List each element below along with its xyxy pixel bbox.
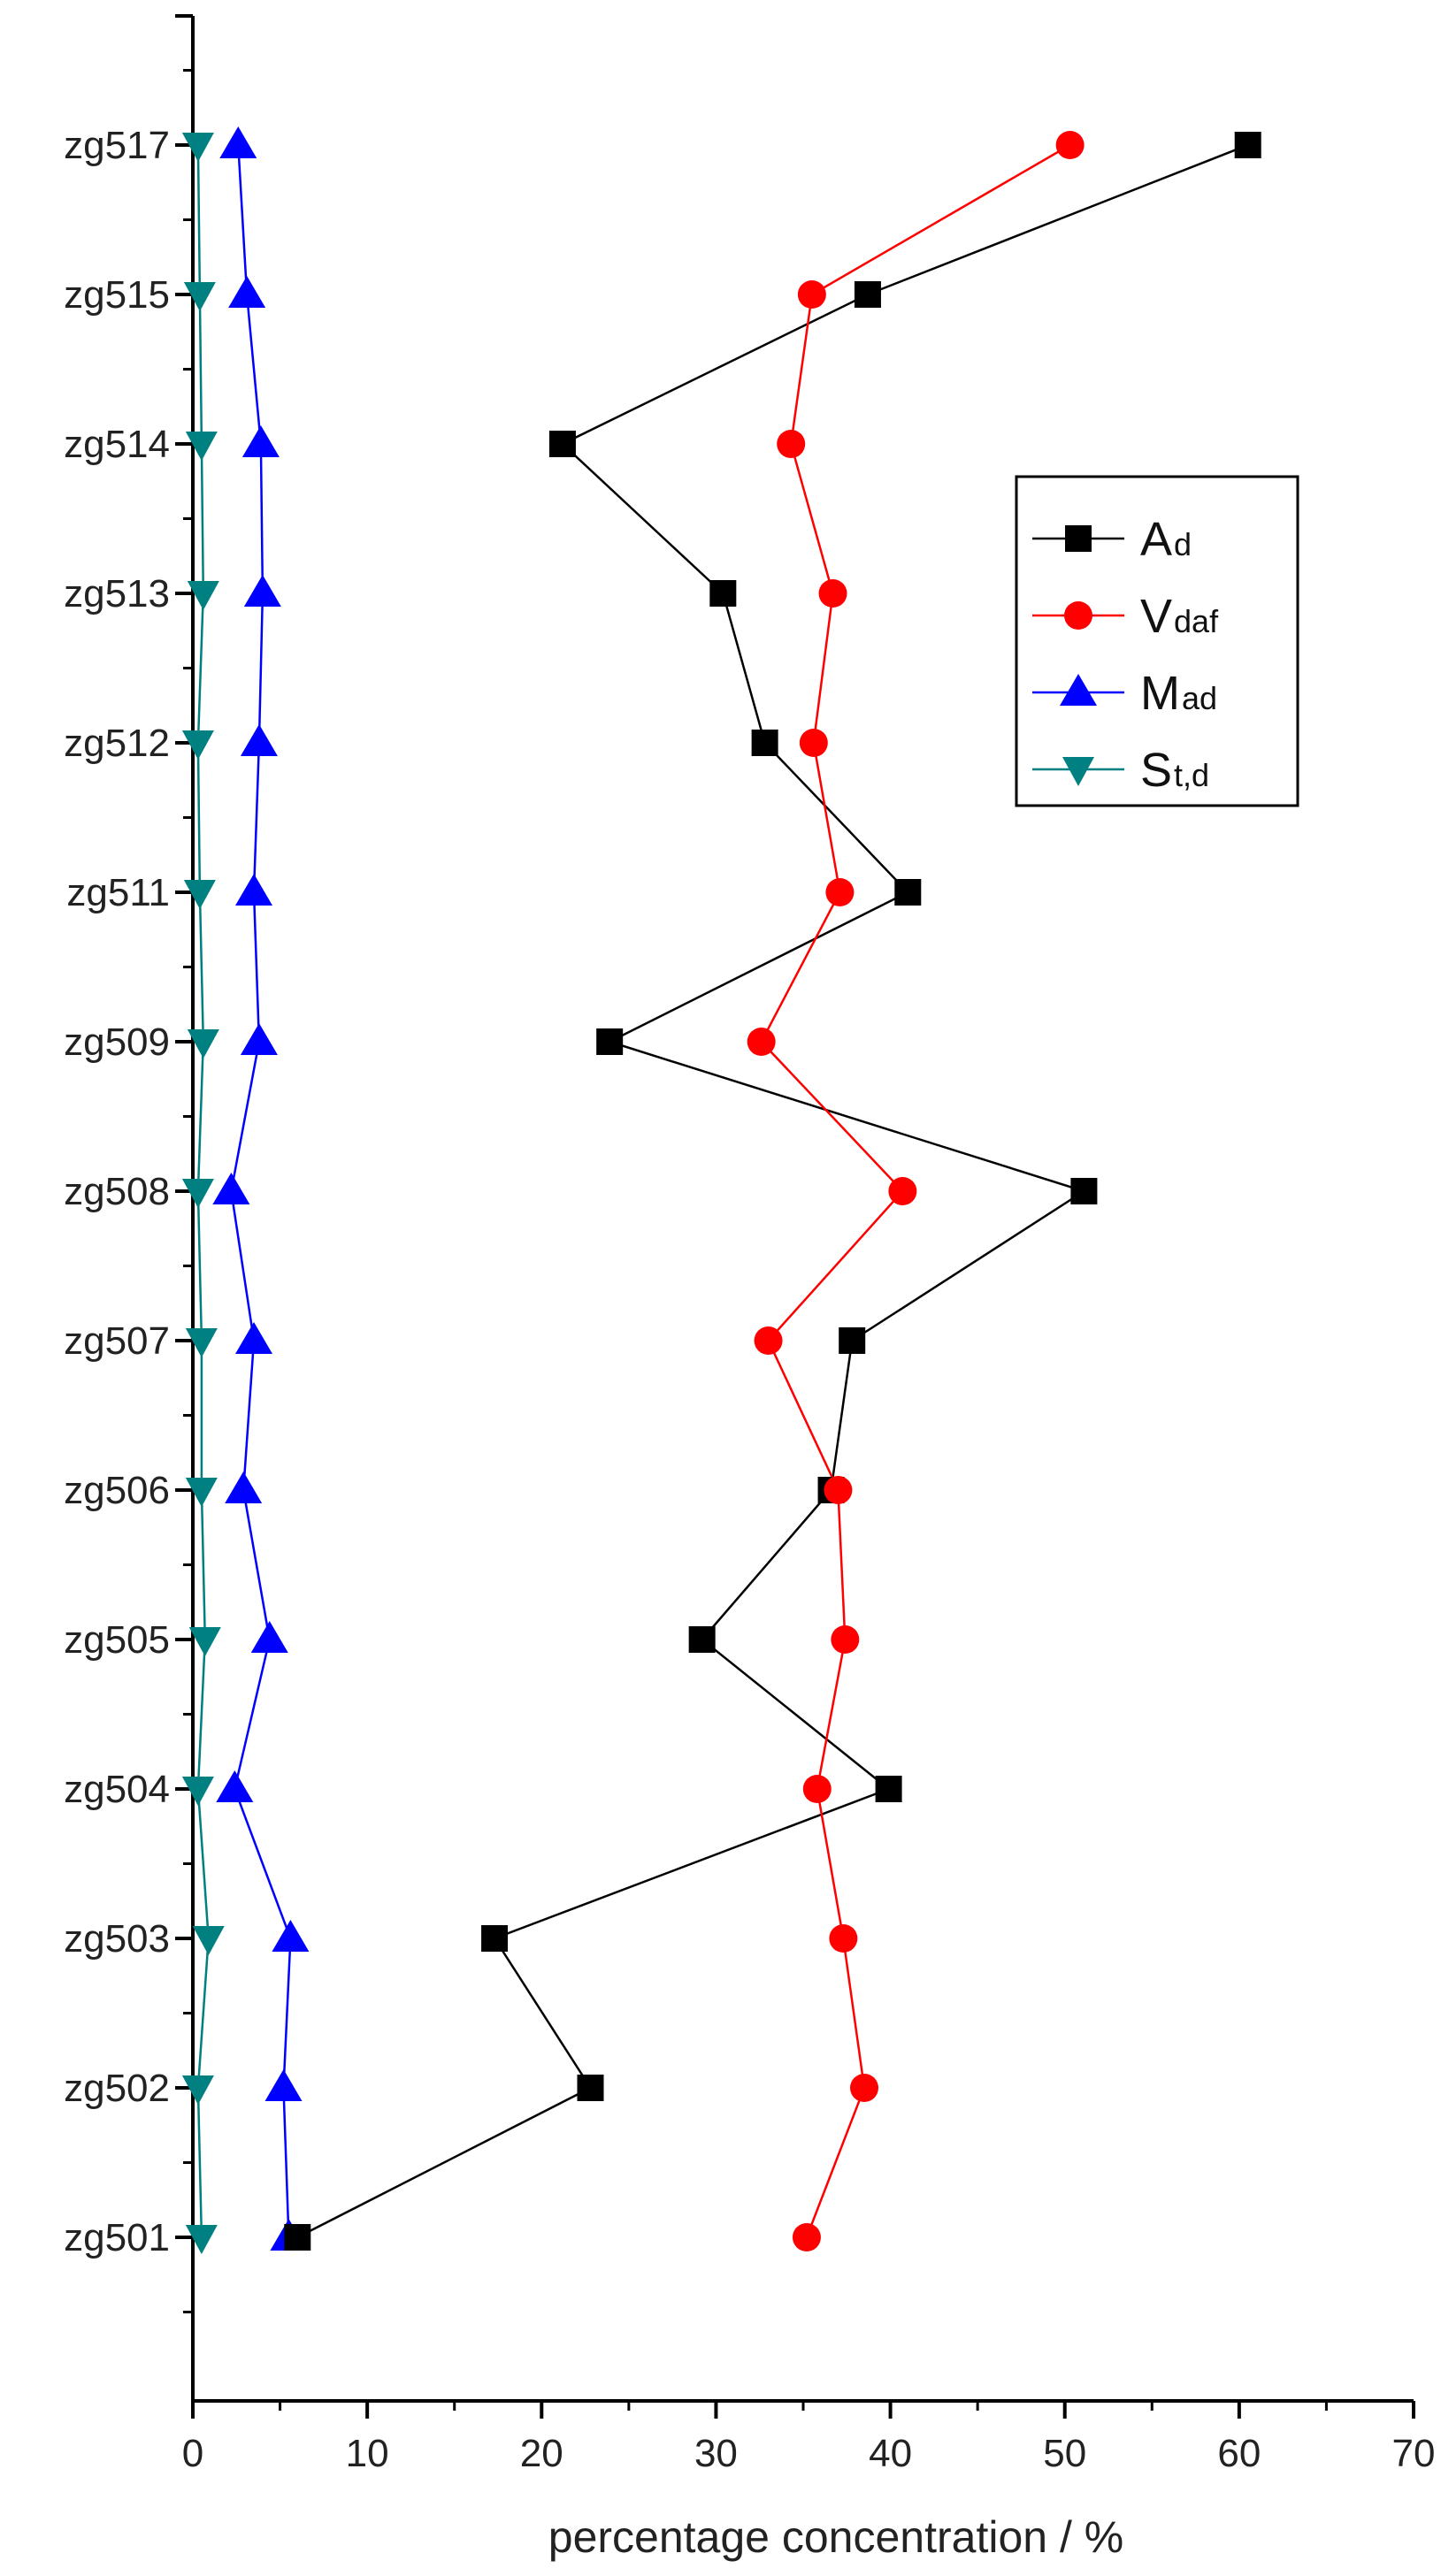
data-point-s <box>187 1029 219 1059</box>
y-tick-label: zg504 <box>64 1768 170 1811</box>
data-point-m <box>235 1322 272 1354</box>
legend-label-subscript: d <box>1174 526 1192 562</box>
y-tick-label: zg508 <box>64 1170 170 1213</box>
x-tick-label: 20 <box>520 2432 563 2475</box>
legend-label-subscript: t,d <box>1174 757 1209 793</box>
series-group <box>181 126 1261 2254</box>
data-point-v <box>797 280 826 309</box>
data-point-v <box>754 1326 783 1355</box>
data-point-v <box>850 2074 878 2102</box>
y-tick-label: zg514 <box>64 423 170 466</box>
y-tick-label: zg517 <box>64 124 170 167</box>
data-point-m <box>264 2069 303 2101</box>
data-point-v <box>747 1028 776 1056</box>
data-point-v <box>829 1924 858 1953</box>
data-point-m <box>228 276 266 308</box>
x-tick-label: 0 <box>182 2432 203 2475</box>
data-point-m <box>250 1621 288 1653</box>
data-point-a <box>548 431 576 457</box>
data-point-v <box>831 1625 860 1654</box>
data-point-s <box>183 880 216 909</box>
data-point-s <box>181 1179 214 1208</box>
y-tick-label: zg507 <box>64 1319 170 1363</box>
data-point-s <box>185 432 218 461</box>
data-point-s <box>185 1328 218 1357</box>
data-point-s <box>183 282 216 311</box>
x-tick-label: 60 <box>1217 2432 1261 2475</box>
data-point-m <box>241 425 280 457</box>
data-point-v <box>1055 131 1085 159</box>
y-tick-label: zg512 <box>64 722 170 765</box>
data-point-m <box>240 1023 278 1055</box>
y-tick-label: zg506 <box>64 1469 170 1512</box>
data-point-v <box>824 1476 853 1504</box>
data-point-a <box>596 1028 624 1055</box>
y-tick-label: zg502 <box>64 2067 170 2110</box>
data-point-s <box>188 1627 221 1656</box>
legend-label: Mad <box>1140 667 1217 720</box>
legend-box <box>1015 475 1299 807</box>
data-point-s <box>181 2075 214 2105</box>
data-point-m <box>235 874 272 906</box>
y-tick-label: zg503 <box>64 1917 170 1961</box>
x-tick-label: 70 <box>1392 2432 1436 2475</box>
data-point-s <box>185 2225 218 2254</box>
data-point-m <box>225 1471 263 1503</box>
y-tick-label: zg505 <box>64 1618 170 1662</box>
data-point-s <box>185 1478 218 1507</box>
data-point-v <box>792 2223 821 2251</box>
data-point-v <box>818 579 847 608</box>
data-point-m <box>216 1770 254 1802</box>
y-tick-label: zg515 <box>64 273 170 317</box>
legend-marker <box>1060 674 1097 706</box>
data-point-s <box>192 1926 225 1955</box>
legend-label-subscript: daf <box>1174 603 1219 639</box>
data-point-m <box>243 575 281 607</box>
data-point-a <box>839 1327 866 1354</box>
data-point-a <box>751 730 778 756</box>
y-tick-label: zg509 <box>64 1020 170 1064</box>
x-tick-label: 30 <box>694 2432 738 2475</box>
data-point-m <box>219 126 257 158</box>
data-point-s <box>181 1777 214 1806</box>
legend-label-subscript: ad <box>1182 680 1217 716</box>
data-point-m <box>212 1173 250 1204</box>
data-point-v <box>888 1177 917 1205</box>
data-point-m <box>240 724 278 756</box>
data-point-a <box>688 1626 716 1653</box>
data-point-s <box>181 133 214 162</box>
data-point-a <box>709 580 737 607</box>
data-point-a <box>875 1776 902 1802</box>
data-point-a <box>1070 1178 1098 1204</box>
data-point-a <box>577 2075 604 2101</box>
data-point-v <box>802 1775 832 1803</box>
data-point-s <box>181 730 214 760</box>
legend-marker <box>1064 601 1092 630</box>
data-point-m <box>272 1920 310 1952</box>
series-line-a <box>296 143 1249 2239</box>
y-tick-label: zg513 <box>64 572 170 615</box>
data-point-s <box>187 581 219 610</box>
x-tick-label: 40 <box>869 2432 912 2475</box>
data-point-a <box>894 879 922 906</box>
y-tick-label: zg501 <box>64 2216 170 2259</box>
data-point-v <box>799 729 828 757</box>
data-point-v <box>825 878 855 906</box>
data-point-a <box>284 2224 311 2251</box>
legend-marker <box>1065 525 1092 552</box>
y-tick-label: zg511 <box>66 871 170 914</box>
data-point-v <box>777 430 806 458</box>
x-tick-label: 10 <box>346 2432 389 2475</box>
x-tick-label: 50 <box>1043 2432 1086 2475</box>
axes-group: 0 10 20 30 40 50 60 70 zg501 zg502 zg503 zg504 zg505… <box>64 14 1436 2475</box>
data-point-a <box>481 1925 509 1952</box>
data-point-a <box>1234 132 1261 158</box>
legend-marker <box>1062 757 1094 786</box>
x-axis-title: percentage concentration / % <box>548 2512 1123 2562</box>
data-point-a <box>854 281 881 308</box>
